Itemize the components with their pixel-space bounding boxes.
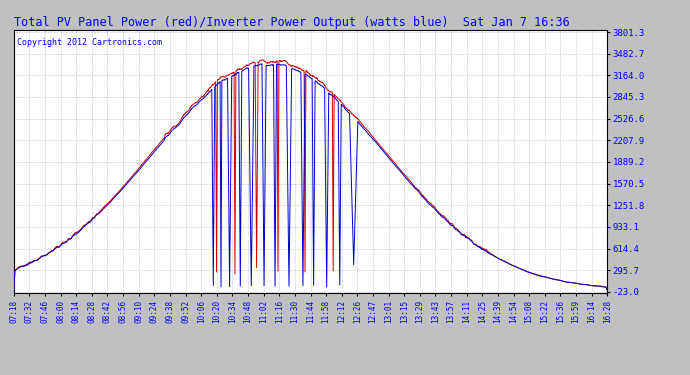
- Text: Copyright 2012 Cartronics.com: Copyright 2012 Cartronics.com: [17, 38, 161, 47]
- Text: Total PV Panel Power (red)/Inverter Power Output (watts blue)  Sat Jan 7 16:36: Total PV Panel Power (red)/Inverter Powe…: [14, 16, 569, 29]
